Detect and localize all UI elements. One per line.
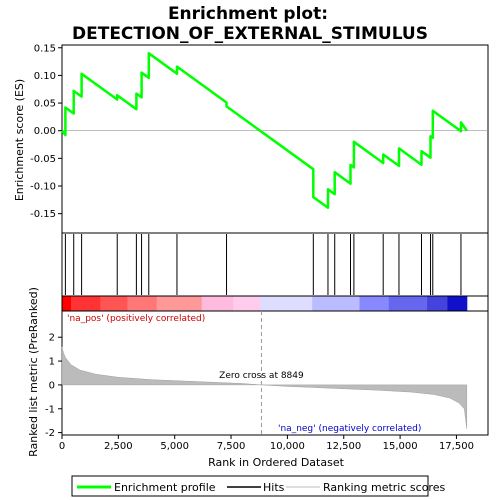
metric-y-tick-label: -1 <box>45 404 55 415</box>
rank-color-bar <box>62 296 467 311</box>
x-tick-label: 0 <box>59 441 65 452</box>
color-bar-segment <box>71 296 101 311</box>
x-tick-label: 7,500 <box>217 441 246 452</box>
x-axis-label: Rank in Ordered Dataset <box>208 456 345 469</box>
metric-y-tick-label: 2 <box>49 333 55 344</box>
es-y-tick-label: 0.05 <box>34 99 56 110</box>
chart-title-line2: DETECTION_OF_EXTERNAL_STIMULUS <box>72 24 428 44</box>
es-y-tick-label: -0.15 <box>30 209 56 220</box>
es-y-tick-label: -0.10 <box>30 182 56 193</box>
metric-y-tick-label: 0 <box>49 380 55 391</box>
metric-y-tick-label: 1 <box>49 357 55 368</box>
color-bar-segment <box>389 296 428 311</box>
es-y-axis-label: Enrichment score (ES) <box>13 79 26 201</box>
color-bar-segment <box>100 296 128 311</box>
x-tick-label: 5,000 <box>160 441 189 452</box>
legend-label-enrichment: Enrichment profile <box>114 481 216 494</box>
color-bar-segment <box>260 296 312 311</box>
hits-panel-frame <box>62 233 488 296</box>
es-y-axis: 0.15 0.10 0.05 0.00 -0.05 -0.10 -0.15 <box>30 43 62 220</box>
color-bar-segment <box>202 296 234 311</box>
legend-label-metric: Ranking metric scores <box>323 481 445 494</box>
x-tick-label: 10,000 <box>270 441 305 452</box>
metric-y-axis: 2 1 0 -1 -2 <box>45 333 62 439</box>
color-bar-segment <box>360 296 390 311</box>
x-tick-label: 12,500 <box>326 441 361 452</box>
x-tick-label: 15,000 <box>383 441 418 452</box>
es-y-tick-label: 0.15 <box>34 43 56 54</box>
color-bar-segment <box>312 296 360 311</box>
color-bar-segment <box>157 296 203 311</box>
color-bar-segment <box>447 296 467 311</box>
es-y-tick-label: 0.10 <box>34 71 56 82</box>
es-panel-frame <box>62 45 488 233</box>
x-tick-label: 2,500 <box>104 441 133 452</box>
metric-y-tick-label: -2 <box>45 428 55 439</box>
color-bar-segment <box>427 296 448 311</box>
zero-cross-label: Zero cross at 8849 <box>219 371 304 381</box>
x-tick-label: 17,500 <box>439 441 474 452</box>
positive-correlation-label: 'na_pos' (positively correlated) <box>67 314 205 324</box>
legend-label-hits: Hits <box>263 481 285 494</box>
negative-correlation-label: 'na_neg' (negatively correlated) <box>278 424 421 434</box>
metric-y-axis-label: Ranked list metric (PreRanked) <box>27 287 40 457</box>
color-bar-segment <box>233 296 261 311</box>
chart-title-line1: Enrichment plot: <box>168 4 328 24</box>
color-bar-segment <box>127 296 157 311</box>
x-axis: 0 2,500 5,000 7,500 10,000 12,500 15,000 17,500 <box>59 435 474 452</box>
legend: Enrichment profile Hits Ranking metric s… <box>72 476 445 496</box>
es-y-tick-label: 0.00 <box>34 126 56 137</box>
color-bar-segment <box>62 296 72 311</box>
es-y-tick-label: -0.05 <box>30 154 56 165</box>
